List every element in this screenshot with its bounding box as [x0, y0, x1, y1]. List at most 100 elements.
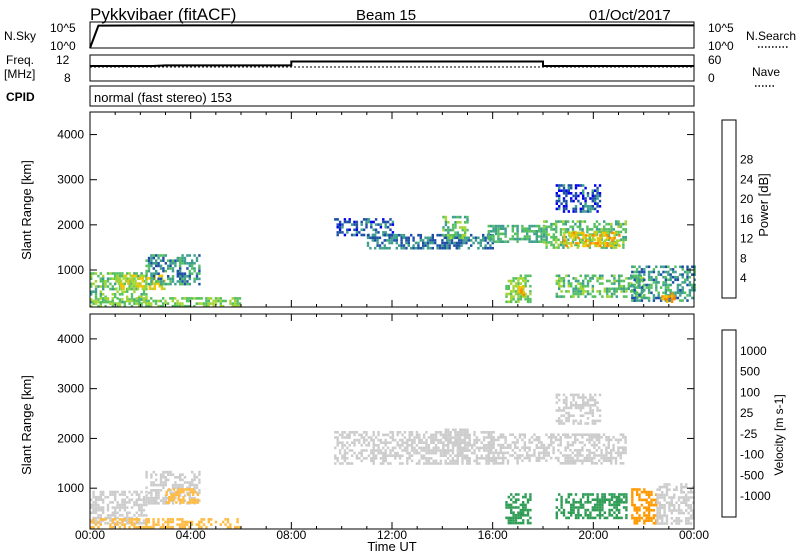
velocity-cell — [140, 498, 143, 502]
power-cell — [565, 205, 568, 208]
velocity-cell — [577, 508, 580, 512]
power-cell — [405, 236, 408, 240]
velocity-cell — [596, 514, 599, 517]
power-cell — [120, 284, 123, 288]
velocity-cell — [540, 446, 543, 449]
power-cell — [565, 274, 568, 278]
velocity-cell — [147, 525, 150, 529]
power-cell — [126, 299, 129, 303]
power-cell — [487, 232, 490, 236]
power-cell — [565, 244, 568, 248]
power-cell — [627, 282, 630, 285]
velocity-cell — [558, 419, 561, 423]
velocity-cell — [391, 449, 395, 452]
power-cell — [558, 284, 561, 288]
velocity-cell — [346, 446, 349, 450]
power-cell — [591, 189, 594, 192]
velocity-cell — [159, 499, 163, 502]
velocity-cell — [619, 456, 622, 460]
power-cell — [117, 282, 120, 285]
power-cell — [479, 241, 482, 245]
power-cell — [453, 241, 456, 245]
velocity-cell — [109, 501, 112, 504]
velocity-cell — [355, 431, 359, 434]
power-cell — [92, 282, 95, 286]
velocity-cell — [526, 454, 529, 457]
velocity-cell — [463, 454, 467, 457]
power-cell — [579, 290, 582, 293]
power-cell — [683, 291, 687, 295]
power-cell — [570, 197, 573, 200]
power-cell — [152, 272, 155, 275]
power-cell — [109, 287, 112, 291]
velocity-cell — [226, 525, 230, 529]
power-cell — [139, 277, 142, 280]
velocity-cell — [583, 433, 586, 436]
velocity-cell — [564, 462, 567, 465]
velocity-cell — [413, 436, 416, 439]
power-cell — [582, 210, 585, 213]
velocity-cell — [603, 498, 606, 501]
velocity-cell — [109, 523, 112, 526]
velocity-cell — [420, 438, 423, 442]
velocity-cell — [94, 519, 98, 522]
velocity-cell — [605, 438, 608, 442]
velocity-cell — [451, 462, 455, 465]
power-cell — [419, 246, 422, 250]
velocity-cell — [519, 503, 522, 507]
power-cell — [627, 284, 630, 288]
power-cell — [123, 304, 126, 308]
power-cell — [150, 272, 153, 275]
velocity-cell — [350, 449, 354, 452]
power-cell — [193, 304, 196, 308]
power-cell — [535, 237, 538, 241]
power-cell — [92, 272, 95, 275]
power-cell — [179, 280, 182, 283]
velocity-cell — [608, 501, 611, 504]
power-cell — [598, 290, 602, 293]
velocity-cell — [454, 431, 457, 434]
power-cell — [622, 241, 625, 244]
velocity-cell — [505, 501, 508, 504]
velocity-cell — [502, 443, 505, 447]
velocity-cell — [602, 454, 606, 457]
power-cell — [128, 299, 131, 303]
velocity-cell — [413, 446, 416, 450]
power-cell — [683, 278, 687, 282]
power-cell — [402, 233, 406, 237]
velocity-cell — [645, 509, 648, 512]
velocity-cell — [447, 441, 450, 445]
power-cell — [591, 194, 594, 198]
power-cell — [384, 220, 387, 224]
velocity-cell — [490, 459, 493, 463]
velocity-cell — [372, 459, 375, 463]
power-cell — [545, 246, 548, 249]
velocity-cell — [164, 520, 167, 524]
velocity-cell — [193, 486, 196, 489]
velocity-cell — [685, 485, 688, 489]
velocity-cell — [614, 451, 618, 455]
power-cell — [555, 192, 558, 195]
velocity-cell — [518, 436, 522, 439]
power-cell — [606, 292, 609, 296]
velocity-cell — [533, 451, 536, 455]
velocity-cell — [444, 459, 447, 463]
power-cell — [618, 244, 621, 248]
velocity-cell — [437, 438, 440, 442]
velocity-cell — [410, 431, 414, 434]
velocity-cell — [680, 496, 683, 499]
power-cell — [490, 235, 493, 238]
velocity-cell — [482, 446, 486, 450]
power-cell — [405, 239, 408, 242]
velocity-cell — [439, 449, 443, 452]
velocity-cell — [362, 449, 366, 452]
power-cell — [191, 262, 194, 265]
velocity-cell — [615, 506, 618, 509]
velocity-cell — [167, 470, 170, 474]
power-cell — [366, 233, 370, 237]
velocity-cell — [579, 501, 582, 504]
velocity-cell — [135, 525, 138, 529]
nsearch-label: N.Search — [746, 29, 796, 43]
velocity-cell — [502, 446, 505, 449]
velocity-cell — [645, 519, 648, 522]
